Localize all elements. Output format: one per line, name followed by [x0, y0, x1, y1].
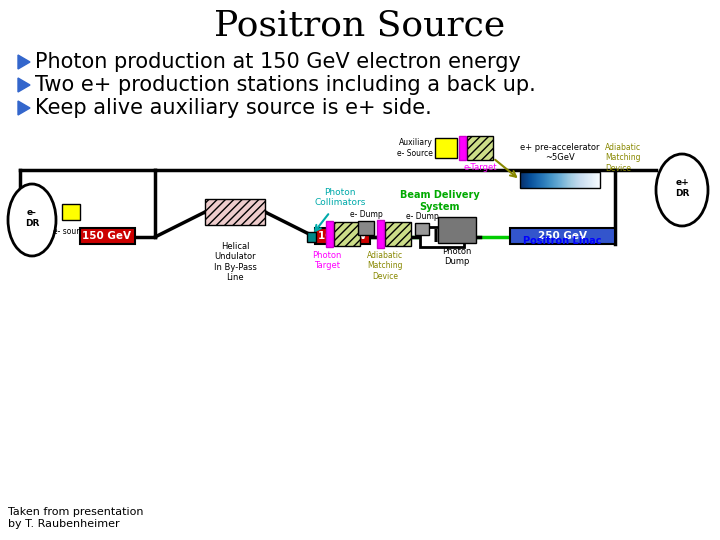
- Bar: [520, 172, 600, 188]
- Text: e+
DR: e+ DR: [675, 178, 689, 198]
- Text: 250 GeV: 250 GeV: [538, 231, 587, 241]
- Text: Auxiliary
e- Source: Auxiliary e- Source: [397, 138, 433, 158]
- Bar: [358, 221, 374, 235]
- Bar: [307, 232, 316, 242]
- Bar: [334, 222, 360, 246]
- Bar: [435, 138, 457, 158]
- Bar: [377, 220, 384, 248]
- Bar: [80, 228, 135, 244]
- Bar: [205, 199, 265, 225]
- Ellipse shape: [656, 154, 708, 226]
- Text: Photon
Target: Photon Target: [312, 251, 342, 271]
- Text: IP: IP: [433, 228, 451, 246]
- Text: Adiabatic
Matching
Device: Adiabatic Matching Device: [367, 251, 403, 281]
- Polygon shape: [18, 101, 30, 115]
- Text: e+ pre-accelerator
~5GeV: e+ pre-accelerator ~5GeV: [521, 143, 600, 162]
- Bar: [326, 221, 333, 247]
- Bar: [438, 217, 476, 243]
- Polygon shape: [18, 78, 30, 92]
- Text: Photon production at 150 GeV electron energy: Photon production at 150 GeV electron en…: [35, 52, 521, 72]
- Text: e-
DR: e- DR: [24, 208, 39, 228]
- Text: e- Dump: e- Dump: [405, 212, 438, 221]
- Text: Positron Source: Positron Source: [215, 8, 505, 42]
- Text: Photon
Collimators: Photon Collimators: [315, 187, 366, 207]
- Text: Photon
Dump: Photon Dump: [442, 247, 472, 266]
- Polygon shape: [18, 55, 30, 69]
- Text: 150 GeV: 150 GeV: [83, 231, 132, 241]
- Bar: [420, 227, 464, 247]
- Text: Adiabatic
Matching
Device: Adiabatic Matching Device: [605, 143, 641, 173]
- Bar: [415, 223, 429, 235]
- Bar: [459, 136, 466, 160]
- Bar: [467, 136, 493, 160]
- Text: 100 GeV: 100 GeV: [318, 231, 366, 241]
- Text: e- Dump: e- Dump: [350, 210, 382, 219]
- Text: Keep alive auxiliary source is e+ side.: Keep alive auxiliary source is e+ side.: [35, 98, 432, 118]
- Ellipse shape: [8, 184, 56, 256]
- Text: e- source: e- source: [53, 227, 89, 236]
- Bar: [315, 228, 370, 244]
- Text: Positron Linac: Positron Linac: [523, 236, 601, 246]
- Bar: [510, 228, 615, 244]
- Text: Beam Delivery
System: Beam Delivery System: [400, 191, 480, 212]
- Bar: [385, 222, 411, 246]
- Text: Two e+ production stations including a back up.: Two e+ production stations including a b…: [35, 75, 536, 95]
- Bar: [62, 204, 80, 220]
- Text: e-Target: e-Target: [463, 163, 497, 172]
- Text: Helical
Undulator
In By-Pass
Line: Helical Undulator In By-Pass Line: [214, 242, 256, 282]
- Text: Taken from presentation
by T. Raubenheimer: Taken from presentation by T. Raubenheim…: [8, 507, 143, 529]
